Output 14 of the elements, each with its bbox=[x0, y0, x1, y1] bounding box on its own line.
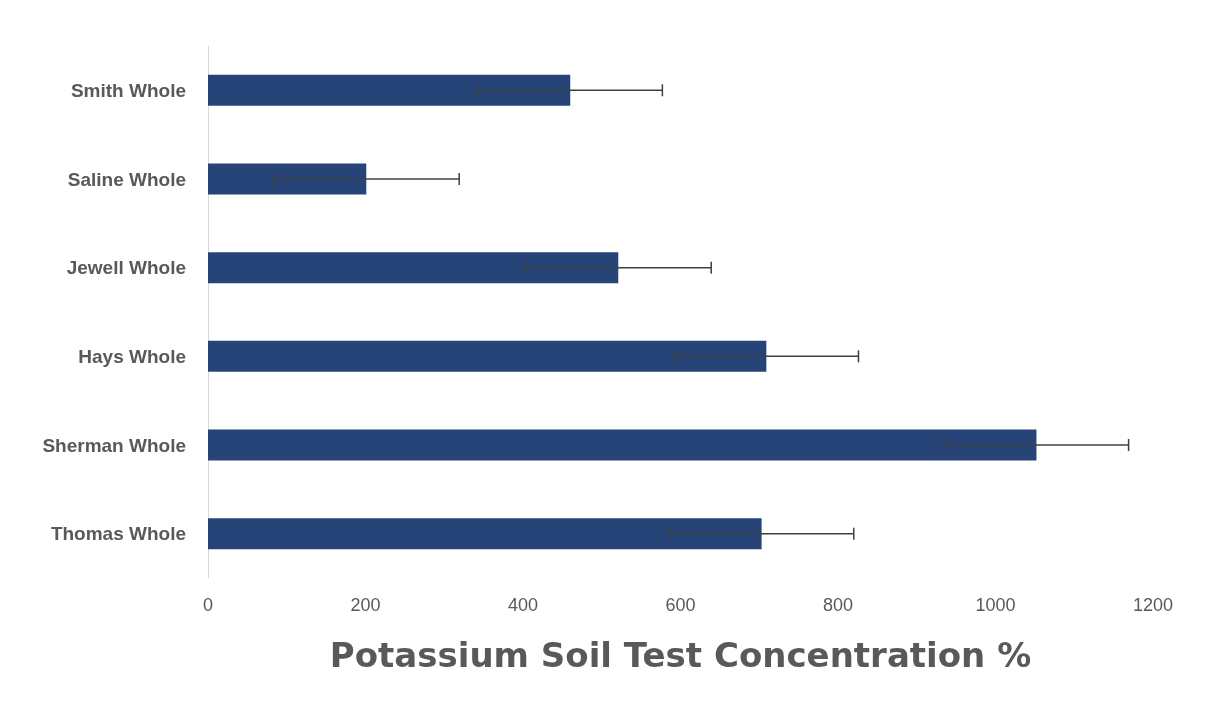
y-tick-label: Smith Whole bbox=[70, 79, 186, 101]
y-tick-label: Saline Whole bbox=[67, 168, 186, 190]
x-tick-label: 800 bbox=[822, 595, 854, 615]
y-tick-label: Jewell Whole bbox=[66, 257, 186, 279]
y-tick-label: Thomas Whole bbox=[50, 523, 186, 545]
x-tick-label: 200 bbox=[350, 595, 381, 615]
x-tick-label: 400 bbox=[507, 595, 539, 615]
y-tick-label: Sherman Whole bbox=[42, 434, 186, 456]
y-tick-label: Hays Whole bbox=[78, 345, 186, 367]
x-axis-title: Potassium Soil Test Concentration % bbox=[329, 635, 1032, 675]
x-tick-label: 1200 bbox=[1132, 595, 1174, 615]
x-tick-label: 600 bbox=[665, 595, 696, 615]
x-tick-label: 1000 bbox=[975, 595, 1016, 615]
x-tick-label: 0 bbox=[202, 595, 214, 615]
